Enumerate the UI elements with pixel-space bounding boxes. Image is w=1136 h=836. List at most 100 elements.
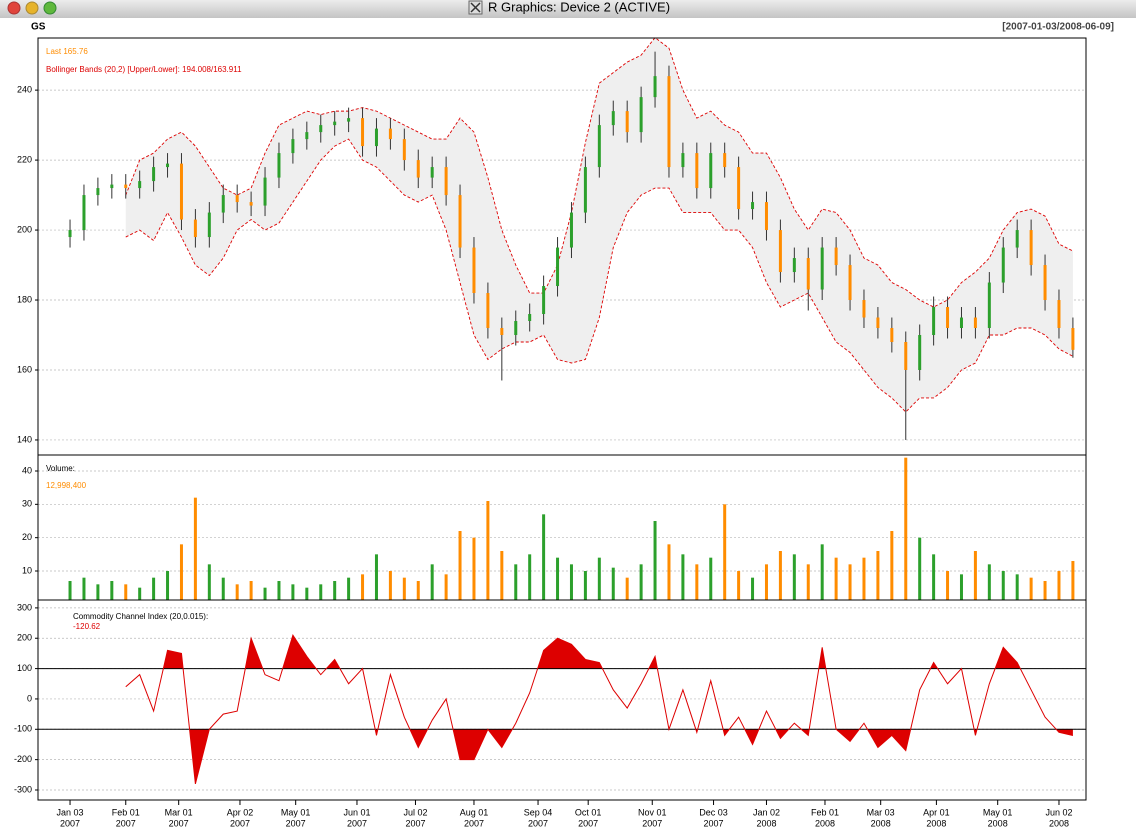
candle-body [221, 195, 225, 213]
volume-bar [737, 571, 741, 600]
panel-title: Commodity Channel Index (20,0.015): [73, 612, 208, 621]
y-tick-label: 0 [27, 693, 32, 703]
candle-body [179, 163, 183, 220]
candle-body [68, 230, 72, 238]
x-tick-label: Jan 02 [753, 807, 780, 817]
x-tick-year: 2008 [756, 818, 776, 828]
window-title: R Graphics: Device 2 (ACTIVE) [488, 0, 670, 14]
y-tick-label: -200 [14, 754, 32, 764]
candle-body [430, 167, 434, 178]
title-bar [0, 0, 1136, 18]
candle-body [82, 195, 86, 231]
volume-bar [249, 581, 253, 600]
y-tick-label: 200 [17, 224, 32, 234]
volume-bar [625, 577, 629, 600]
volume-last: 12,998,400 [46, 481, 87, 490]
x-tick-year: 2007 [116, 818, 136, 828]
candle-body [751, 202, 755, 210]
x-tick-label: Apr 02 [227, 807, 254, 817]
candle-body [1015, 230, 1019, 248]
candle-body [277, 153, 281, 178]
volume-bar [374, 554, 378, 600]
candle-body [764, 202, 768, 231]
y-tick-label: 40 [22, 465, 32, 475]
candle-body [263, 177, 267, 206]
x-tick-year: 2007 [704, 818, 724, 828]
volume-bar [388, 571, 392, 600]
y-tick-label: 300 [17, 602, 32, 612]
x-tick-year: 2008 [926, 818, 946, 828]
date-range: [2007-01-03/2008-06-09] [1002, 22, 1114, 33]
candle-body [834, 247, 838, 266]
candle-body [778, 230, 782, 273]
volume-bar [904, 457, 908, 600]
x-tick-year: 2007 [464, 818, 484, 828]
cci-threshold-fill [125, 729, 1073, 784]
close-button[interactable] [7, 1, 21, 15]
volume-bar [611, 567, 615, 600]
candle-body [1043, 265, 1047, 301]
volume-bar [528, 554, 532, 600]
candle-body [472, 247, 476, 294]
candle-body [653, 76, 657, 98]
x-tick-year: 2007 [642, 818, 662, 828]
y-tick-label: 140 [17, 434, 32, 444]
volume-bar [806, 564, 810, 600]
volume-bar [179, 544, 183, 600]
volume-bar [319, 584, 323, 600]
candle-body [402, 139, 406, 161]
x-tick-label: Mar 03 [867, 807, 895, 817]
candle-body [305, 132, 309, 140]
volume-bar [653, 521, 657, 600]
candle-body [583, 167, 587, 213]
x-tick-year: 2007 [528, 818, 548, 828]
panel-title: Volume: [46, 464, 75, 473]
cci-last: -120.62 [73, 622, 101, 631]
minimize-button[interactable] [25, 1, 39, 15]
volume-bar [890, 531, 894, 600]
volume-bar [305, 587, 309, 600]
candle-body [946, 307, 950, 329]
volume-bar [918, 537, 922, 600]
volume-bar [834, 557, 838, 600]
volume-bar [500, 551, 504, 600]
volume-bar [1001, 571, 1005, 600]
candle-body [291, 139, 295, 154]
volume-bar [876, 551, 880, 600]
candle-body [597, 125, 601, 168]
x-tick-year: 2007 [286, 818, 306, 828]
x-tick-label: Sep 04 [524, 807, 553, 817]
volume-bar [82, 577, 86, 600]
x11-icon-glyph [470, 2, 481, 13]
candle-body [862, 300, 866, 318]
volume-bar [597, 557, 601, 600]
volume-bar [1057, 571, 1061, 600]
candle-body [388, 128, 392, 140]
candle-body [249, 202, 253, 206]
candle-body [1029, 230, 1033, 266]
candle-body [500, 328, 504, 336]
y-tick-label: 200 [17, 633, 32, 643]
x-tick-label: Apr 01 [923, 807, 950, 817]
candle-body [611, 111, 615, 126]
zoom-button[interactable] [43, 1, 57, 15]
volume-bar [291, 584, 295, 600]
x-tick-label: Jan 03 [57, 807, 84, 817]
x-tick-year: 2008 [815, 818, 835, 828]
volume-bar [347, 577, 351, 600]
band-upper [125, 37, 1074, 308]
volume-bar [1015, 574, 1019, 600]
candle-body [890, 328, 894, 343]
candle-body [709, 153, 713, 189]
candle-body [848, 265, 852, 301]
x-tick-label: Jun 01 [343, 807, 370, 817]
candle-body [1071, 328, 1075, 350]
x-tick-label: Dec 03 [699, 807, 728, 817]
candle-body [486, 293, 490, 329]
volume-bar [166, 571, 170, 600]
bbands-label: Bollinger Bands (20,2) [Upper/Lower]: 19… [46, 65, 242, 74]
volume-bar [932, 554, 936, 600]
candle-body [820, 247, 824, 290]
candle-body [1057, 300, 1061, 329]
volume-bar [361, 574, 365, 600]
